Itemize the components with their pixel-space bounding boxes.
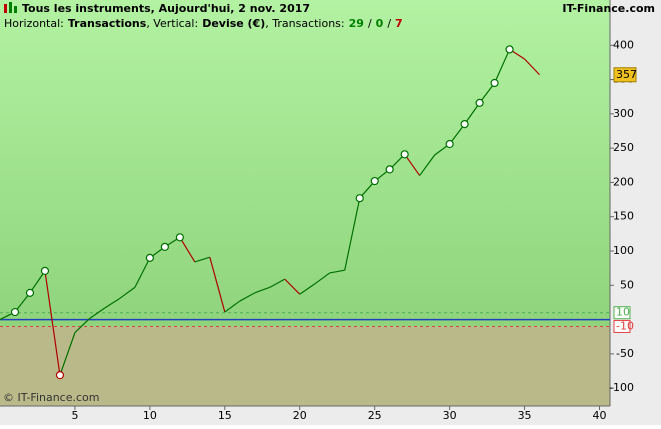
line-segment	[194, 256, 211, 263]
line-segment	[299, 283, 316, 295]
line-segment	[29, 270, 46, 294]
level-label: 10	[616, 306, 630, 319]
site: IT-Finance.com	[562, 2, 655, 15]
line-segment	[524, 58, 540, 76]
x-tick-label: 25	[368, 409, 382, 422]
y-tick-label: 250	[613, 141, 634, 154]
marker	[490, 78, 499, 88]
line-segment	[419, 154, 436, 176]
y-tick-label: -100	[609, 381, 634, 394]
marker	[10, 307, 20, 317]
marker	[145, 253, 154, 262]
marker	[40, 266, 50, 275]
count: 0	[376, 17, 384, 30]
line-segment	[239, 292, 256, 302]
subtitle-part: Devise (€)	[202, 17, 265, 30]
watermark: © IT-Finance.com	[3, 391, 100, 404]
line-segment	[284, 278, 301, 295]
x-tick-label: 15	[218, 409, 232, 422]
y-tick-label: 150	[613, 210, 634, 223]
y-tick-label: 400	[613, 38, 634, 51]
plot-area-lower	[0, 326, 610, 406]
marker	[475, 98, 484, 107]
subtitle-part: Horizontal:	[4, 17, 64, 30]
line-segment	[74, 317, 91, 334]
level-badge	[613, 319, 631, 333]
y-tick-label: 200	[613, 175, 634, 188]
line-segment	[464, 102, 481, 125]
x-tick-label: 35	[518, 409, 532, 422]
y-tick-label: 300	[613, 107, 634, 120]
line-segment	[254, 286, 270, 294]
marker	[505, 45, 514, 54]
line-segment	[44, 270, 61, 376]
line-segment	[329, 269, 345, 274]
marker	[400, 150, 409, 159]
marker	[370, 176, 379, 186]
title: Tous les instruments, Aujourd'hui, 2 nov…	[22, 2, 310, 15]
line-segment	[224, 300, 241, 313]
separator: /	[368, 17, 372, 30]
line-segment	[479, 82, 496, 104]
marker	[385, 165, 394, 174]
level-label: -10	[616, 319, 634, 332]
last-value-label: 357	[616, 68, 637, 81]
x-tick-label: 30	[443, 409, 457, 422]
y-tick-label: 100	[613, 244, 634, 257]
marker	[175, 233, 184, 242]
line-segment	[269, 278, 286, 288]
subtitle-part: , Transactions:	[265, 17, 344, 30]
line-segment	[344, 198, 361, 271]
separator: /	[387, 17, 391, 30]
subtitle-part: Transactions	[68, 17, 147, 30]
x-tick-label: 20	[293, 409, 307, 422]
y-tick-label: -50	[616, 347, 634, 360]
marker	[445, 139, 454, 149]
level-badge	[613, 306, 631, 320]
plot-area-upper	[0, 0, 610, 327]
line-segment	[494, 49, 511, 84]
subtitle: Horizontal: Transactions, Vertical: Devise…	[4, 17, 403, 30]
subtitle-part: , Vertical:	[146, 17, 198, 30]
line-segment	[89, 307, 106, 319]
x-tick-label: 40	[593, 409, 607, 422]
line-segment	[314, 272, 331, 285]
count: 29	[349, 17, 364, 30]
marker	[355, 194, 364, 203]
line-segment	[134, 257, 151, 288]
y-tick-label: 50	[620, 278, 634, 291]
line-segment	[179, 236, 196, 263]
x-tick-label: 5	[71, 409, 78, 422]
line-segment	[59, 332, 76, 376]
marker	[460, 120, 469, 129]
line-segment	[119, 286, 136, 299]
line-segment	[404, 153, 421, 176]
marker	[160, 242, 169, 251]
app-icon	[4, 2, 17, 13]
line-segment	[449, 123, 466, 145]
x-tick-label: 10	[143, 409, 157, 422]
marker	[25, 288, 35, 297]
line-segment	[209, 257, 226, 313]
marker	[55, 371, 65, 380]
last-value-badge	[613, 67, 637, 83]
line-segment	[104, 297, 121, 309]
count: 7	[395, 17, 403, 30]
